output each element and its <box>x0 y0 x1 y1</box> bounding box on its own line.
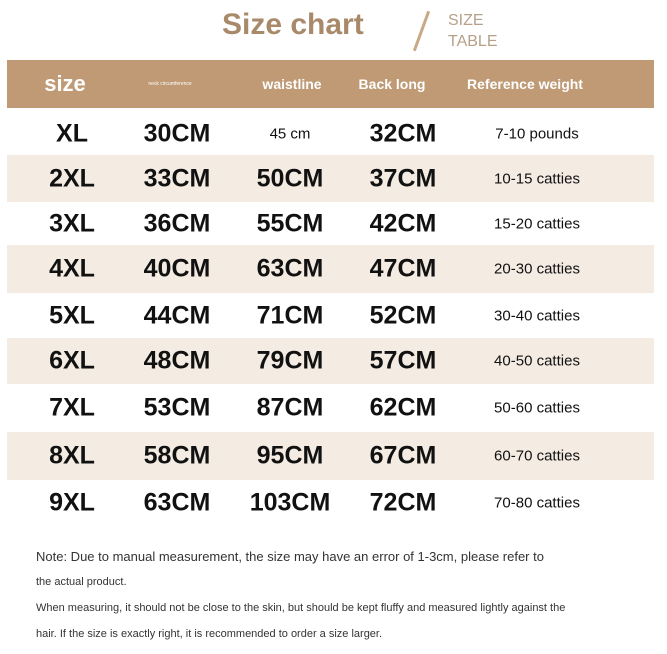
table-cell: 52CM <box>369 301 437 329</box>
table-cell: 87CM <box>256 393 324 422</box>
table-cell: 55CM <box>256 209 324 237</box>
header-back-long: Back long <box>358 76 426 92</box>
table-cell: 30-40 catties <box>494 307 580 324</box>
table-cell: 4XL <box>49 254 95 283</box>
table-cell: 67CM <box>369 441 437 470</box>
table-row: 8XL 58CM 95CM 67CM 60-70 catties <box>7 432 654 480</box>
table-cell: 42CM <box>369 209 437 237</box>
table-cell: 33CM <box>143 164 211 192</box>
subtitle-line: TABLE <box>448 33 498 50</box>
table-row: XL 30CM 45 cm 32CM 7-10 pounds <box>7 112 654 155</box>
table-cell: 5XL <box>49 301 95 329</box>
table-cell: 63CM <box>143 488 211 516</box>
table-cell: 7-10 pounds <box>495 125 579 142</box>
table-cell: 48CM <box>143 346 211 375</box>
table-cell: 40-50 catties <box>494 352 580 370</box>
table-cell: 103CM <box>249 488 331 516</box>
header-size: size <box>44 71 86 96</box>
table-cell: 40CM <box>143 254 211 283</box>
table-cell: 2XL <box>49 164 95 192</box>
table-cell: 79CM <box>256 346 324 375</box>
table-row: 4XL 40CM 63CM 47CM 20-30 catties <box>7 245 654 293</box>
table-cell: 8XL <box>49 441 95 470</box>
table-cell: 57CM <box>369 346 437 375</box>
subtitle-line: SIZE <box>448 12 484 29</box>
table-cell: 20-30 catties <box>494 260 580 278</box>
table-cell: 6XL <box>49 346 95 375</box>
table-row: 3XL 36CM 55CM 42CM 15-20 catties <box>7 202 654 245</box>
table-cell: XL <box>56 119 88 147</box>
table-cell: 50CM <box>256 164 324 192</box>
table-cell: 47CM <box>369 254 437 283</box>
note-line: hair. If the size is exactly right, it i… <box>36 628 383 640</box>
note-line: the actual product. <box>36 576 127 588</box>
table-cell: 9XL <box>49 488 95 516</box>
table-cell: 10-15 catties <box>494 170 580 187</box>
table-cell: 44CM <box>143 301 211 329</box>
table-cell: 53CM <box>143 393 211 422</box>
note-line: When measuring, it should not be close t… <box>36 602 566 614</box>
table-cell: 70-80 catties <box>494 494 580 511</box>
table-cell: 63CM <box>256 254 324 283</box>
table-row: 9XL 63CM 103CM 72CM 70-80 catties <box>7 480 654 525</box>
table-cell: 7XL <box>49 393 95 422</box>
table-cell: 36CM <box>143 209 211 237</box>
notes: Note: Due to manual measurement, the siz… <box>36 544 565 647</box>
table-row: 5XL 44CM 71CM 52CM 30-40 catties <box>7 293 654 338</box>
note-line: Note: Due to manual measurement, the siz… <box>36 549 544 564</box>
subtitle: SIZE TABLE <box>448 10 498 52</box>
table-cell: 45 cm <box>269 125 311 142</box>
table-cell: 95CM <box>256 441 324 470</box>
table-row: 6XL 48CM 79CM 57CM 40-50 catties <box>7 338 654 384</box>
header-neck: neck circumference <box>148 81 192 87</box>
table-row: 7XL 53CM 87CM 62CM 50-60 catties <box>7 384 654 432</box>
table-cell: 71CM <box>256 301 324 329</box>
divider <box>412 10 431 52</box>
table-cell: 30CM <box>143 119 211 147</box>
header-weight: Reference weight <box>467 76 583 92</box>
table-row: 2XL 33CM 50CM 37CM 10-15 catties <box>7 155 654 202</box>
table-cell: 58CM <box>143 441 211 470</box>
table-cell: 32CM <box>369 119 437 147</box>
header-waistline: waistline <box>262 76 322 92</box>
table-cell: 3XL <box>49 209 95 237</box>
table-cell: 62CM <box>369 393 437 422</box>
table-cell: 60-70 catties <box>494 447 580 465</box>
table-cell: 37CM <box>369 164 437 192</box>
page-title: Size chart <box>222 8 364 41</box>
table-cell: 15-20 catties <box>494 215 580 232</box>
table-cell: 72CM <box>369 488 437 516</box>
table-cell: 50-60 catties <box>494 399 580 417</box>
table-header: size neck circumference waistline Back l… <box>7 60 654 108</box>
